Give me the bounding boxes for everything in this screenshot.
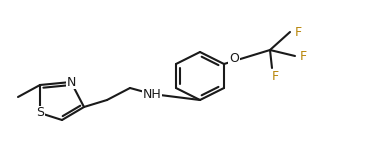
Text: S: S (36, 107, 44, 120)
Text: NH: NH (143, 87, 161, 100)
Text: O: O (229, 52, 239, 66)
Text: F: F (300, 49, 307, 62)
Text: N: N (66, 76, 76, 89)
Text: F: F (271, 69, 278, 83)
Text: F: F (294, 25, 301, 38)
